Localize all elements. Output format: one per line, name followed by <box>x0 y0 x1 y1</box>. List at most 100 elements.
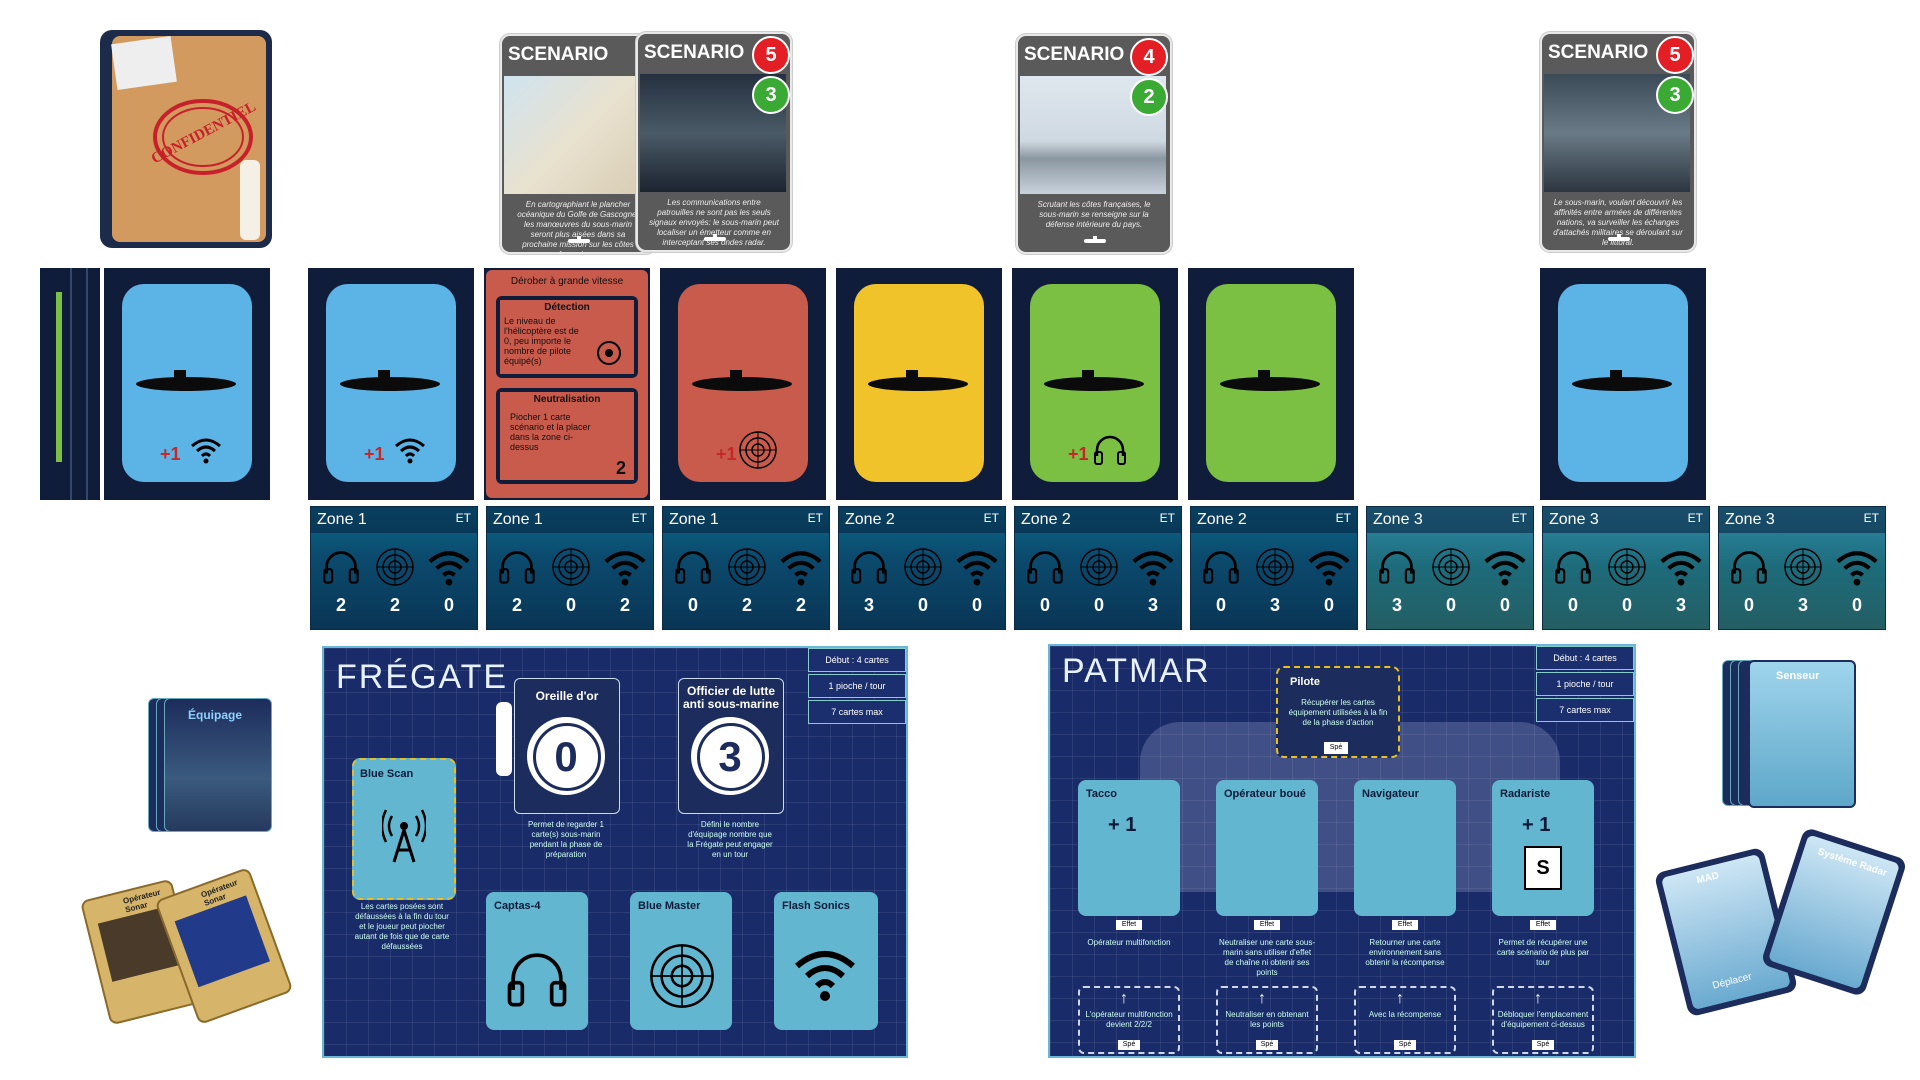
role-upgrade-slot[interactable]: ↑ Débloquer l'emplacement d'équipement ci… <box>1492 986 1594 1054</box>
zone-et-label: ET <box>1335 511 1351 525</box>
role-upgrade-slot[interactable]: ↑ L'opérateur multifonction devient 2/2/2… <box>1078 986 1180 1054</box>
spe-tag: Spé <box>1256 1040 1278 1050</box>
headphones-icon <box>1094 435 1126 465</box>
sonar-icon <box>376 548 414 586</box>
zone-et-label: ET <box>1511 511 1527 525</box>
scenario-card-1[interactable]: SCENARIO En cartographiant le plancher o… <box>500 34 656 254</box>
scenario-card-4[interactable]: SCENARIO Le sous-marin, voulant découvri… <box>1540 32 1696 252</box>
submarine-card-blue-deck-top[interactable]: +1 <box>104 268 270 500</box>
role-effect-text: Opérateur multifonction <box>1087 938 1171 947</box>
zone-card[interactable]: Zone 2 ET 3 0 0 <box>838 506 1006 630</box>
headphones-icon <box>1027 551 1063 584</box>
oreille-value: 0 <box>554 733 578 780</box>
blue-master-slot[interactable]: Blue Master <box>630 892 732 1030</box>
headphones-icon <box>507 953 567 1007</box>
role-upgrade-slot[interactable]: ↑ Avec la récompense Spé <box>1354 986 1456 1054</box>
officier-value: 3 <box>718 733 742 780</box>
patmar-board: PATMAR Début : 4 cartes 1 pioche / tour … <box>1048 644 1636 1058</box>
zone-card[interactable]: Zone 1 ET 0 2 2 <box>662 506 830 630</box>
action-card[interactable]: Dérober à grande vitesse Détection Le ni… <box>484 268 650 500</box>
sonar-icon <box>650 944 714 1008</box>
wifi-icon <box>1308 551 1350 586</box>
headphones-icon <box>1379 551 1415 584</box>
submarine-card-blue[interactable]: +1 <box>308 268 474 500</box>
wifi-icon <box>956 551 998 586</box>
role-title: Radariste <box>1500 788 1551 800</box>
role-bonus: + 1 <box>1522 814 1551 836</box>
role-effect-text: Neutraliser une carte sous-marin sans ut… <box>1218 938 1316 977</box>
zone-card[interactable]: Zone 3 ET 0 0 3 <box>1542 506 1710 630</box>
senseur-label: Senseur <box>1776 670 1820 682</box>
flash-sonics-slot[interactable]: Flash Sonics <box>774 892 878 1030</box>
scenario-text: En cartographiant le plancher océanique … <box>517 200 639 252</box>
zone-label: Zone 2 <box>1197 511 1247 528</box>
scenario-card-3[interactable]: SCENARIO Scrutant les côtes françaises, … <box>1016 34 1172 254</box>
captas-4-slot[interactable]: Captas-4 <box>486 892 588 1030</box>
wifi-icon <box>604 551 646 586</box>
submarine-card-yellow[interactable] <box>836 268 1002 500</box>
zone-card[interactable]: Zone 1 ET 2 0 2 <box>486 506 654 630</box>
submarine-card-green-2[interactable] <box>1188 268 1354 500</box>
zone-value: 0 <box>1499 595 1510 615</box>
zone-value: 0 <box>1039 595 1050 615</box>
threat-badge: 5 <box>752 36 790 74</box>
zone-value: 3 <box>1147 595 1158 615</box>
spe-tag: Spé <box>1118 1040 1140 1050</box>
submarine-card-green[interactable]: +1 <box>1012 268 1178 500</box>
points-badge: 2 <box>1130 78 1168 116</box>
officier-card[interactable]: Officier de lutte anti sous-marine 3 <box>678 678 784 814</box>
points-badge: 3 <box>1656 76 1694 114</box>
patmar-role-card[interactable]: Opérateur boué Effet <box>1216 780 1318 930</box>
senseur-deck[interactable]: Senseur <box>1722 660 1856 808</box>
role-title: Tacco <box>1086 788 1117 800</box>
zone-card[interactable]: Zone 3 ET 0 3 0 <box>1718 506 1886 630</box>
effect-tag: Effet <box>1116 920 1142 930</box>
arrow-up-icon: ↑ <box>1534 990 1542 1007</box>
target-icon <box>597 341 621 365</box>
submarine-card-red[interactable]: +1 <box>660 268 826 500</box>
zone-value: 3 <box>1797 595 1808 615</box>
arrow-up-icon: ↑ <box>1258 990 1266 1007</box>
wifi-icon <box>428 551 470 586</box>
pilote-slot[interactable]: Pilote Récupérer les cartes équipement u… <box>1276 666 1400 758</box>
threat-badge: 5 <box>1656 36 1694 74</box>
zone-value: 0 <box>971 595 982 615</box>
sonar-icon <box>739 431 777 469</box>
zone-card[interactable]: Zone 2 ET 0 0 3 <box>1014 506 1182 630</box>
zone-card[interactable]: Zone 2 ET 0 3 0 <box>1190 506 1358 630</box>
sonar-icon <box>1608 548 1646 586</box>
zone-value: 0 <box>1851 595 1862 615</box>
patmar-role-card[interactable]: Navigateur Effet <box>1354 780 1456 930</box>
submarine-card-blue-3[interactable] <box>1540 268 1706 500</box>
zone-card[interactable]: Zone 1 ET 2 2 0 <box>310 506 478 630</box>
spe-tag: Spé <box>1394 1040 1416 1050</box>
submarine-icon <box>568 236 590 243</box>
zone-value: 0 <box>1743 595 1754 615</box>
submarine-icon <box>1572 370 1672 391</box>
zone-value: 0 <box>443 595 454 615</box>
zone-value: 0 <box>1093 595 1104 615</box>
points-badge: 3 <box>752 76 790 114</box>
zone-et-label: ET <box>1159 511 1175 525</box>
scenario-card-2[interactable]: SCENARIO Les communications entre patrou… <box>636 32 792 252</box>
wifi-icon <box>1660 551 1702 586</box>
wifi-icon <box>191 438 221 464</box>
equipage-deck[interactable]: Équipage <box>148 698 272 832</box>
patmar-role-card[interactable]: Tacco + 1 Effet <box>1078 780 1180 930</box>
confidential-folder[interactable]: CONFIDENTIEL <box>100 30 272 248</box>
blue-scan-slot[interactable]: Blue Scan <box>352 758 456 900</box>
role-title: Opérateur boué <box>1224 788 1306 800</box>
zone-value: 0 <box>917 595 928 615</box>
zone-value: 2 <box>335 595 346 615</box>
headphones-icon <box>1555 551 1591 584</box>
zone-value: 3 <box>863 595 874 615</box>
scenario-text: Les communications entre patrouilles ne … <box>649 198 779 247</box>
zone-value: 0 <box>565 595 576 615</box>
role-upgrade-slot[interactable]: ↑ Neutraliser en obtenant les points Spé <box>1216 986 1318 1054</box>
zone-card[interactable]: Zone 3 ET 3 0 0 <box>1366 506 1534 630</box>
wifi-icon <box>395 438 425 464</box>
effect-tag: Effet <box>1530 920 1556 930</box>
oreille-card[interactable]: Oreille d'or 0 <box>514 678 620 814</box>
wifi-icon <box>1836 551 1878 586</box>
zone-value: 0 <box>1323 595 1334 615</box>
